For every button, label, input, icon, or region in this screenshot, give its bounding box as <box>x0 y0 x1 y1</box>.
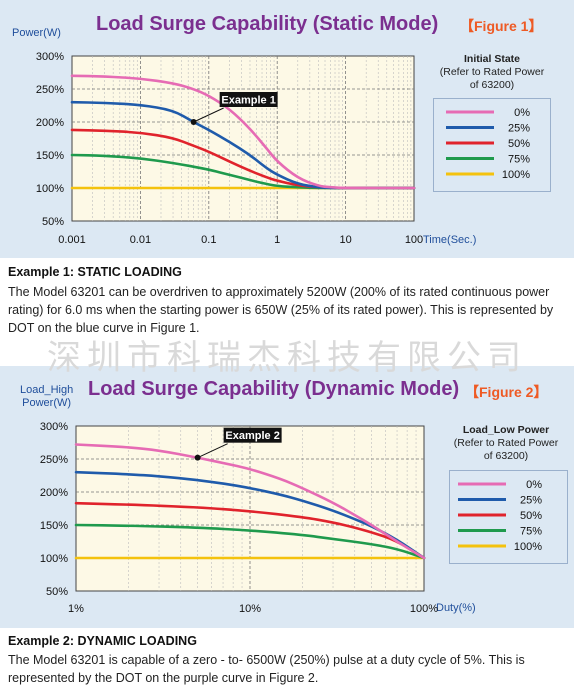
series-line-50pct <box>74 501 426 560</box>
legend-label: 25% <box>520 495 542 507</box>
figure-2-legend-title-rest: (Refer to Rated Power of 63200) <box>453 437 559 462</box>
annotation-label: Example 1 <box>221 95 275 107</box>
y-tick-label: 250% <box>40 454 68 466</box>
x-tick-label: 10 <box>339 234 351 246</box>
legend-label: 0% <box>514 107 530 119</box>
figure-2-legend-box <box>449 470 568 564</box>
annotation-dot <box>194 454 201 461</box>
chart-1: 0.001 0.01 0.1 1 10 100 50% 100% 150% 200% 250% 300… <box>36 51 530 246</box>
watermark-text: 深圳市科瑞杰科技有限公司 <box>47 338 527 378</box>
series-line-75pct <box>74 523 426 560</box>
legend-label: 100% <box>502 169 530 181</box>
legend-label: 50% <box>508 138 530 150</box>
x-tick-label: 1 <box>274 234 280 246</box>
figure-2-legend-title-bold: Load_Low Power <box>462 424 550 436</box>
series-line-0pct <box>74 443 426 560</box>
y-tick-label: 250% <box>36 84 64 96</box>
y-tick-label: 50% <box>46 586 68 598</box>
figure-1-label: 【Figure 1】 <box>460 18 543 34</box>
y-tick-label: 150% <box>36 150 64 162</box>
example-2-body: The Model 63201 is capable of a zero - t… <box>8 653 525 685</box>
example-2-heading: Example 2: DYNAMIC LOADING <box>8 634 197 648</box>
legend-label: 75% <box>520 526 542 538</box>
annotation-dot <box>190 119 197 125</box>
figure-2-ylabel: Load_High Power(W) <box>20 384 73 410</box>
x-tick-label: 10% <box>239 603 261 615</box>
x-tick-label: 0.01 <box>130 234 151 246</box>
figure-1-legend-title-rest: (Refer to Rated Power of 63200) <box>439 66 545 91</box>
figure-1-legend-title-bold: Initial State <box>463 53 520 65</box>
legend-label: 25% <box>508 123 530 135</box>
x-tick-label: 0.1 <box>201 234 216 246</box>
figure-1-ylabel: Power(W) <box>12 27 61 39</box>
figure-2-title: Load Surge Capability (Dynamic Mode) <box>88 378 460 400</box>
figure-1-xlabel: Time(Sec.) <box>423 234 477 246</box>
annotation-leader-line <box>193 107 224 123</box>
figure-1-title: Load Surge Capability (Static Mode) <box>96 13 439 35</box>
y-tick-label: 150% <box>40 520 68 532</box>
series-line-0pct <box>70 74 416 190</box>
x-tick-label: 100% <box>410 603 438 615</box>
figure-2-ylabel-line1: Load_High <box>20 384 74 396</box>
y-tick-label: 300% <box>36 51 64 63</box>
y-tick-label: 100% <box>36 183 64 195</box>
legend-label: 50% <box>520 510 542 522</box>
example-1-heading: Example 1: STATIC LOADING <box>8 265 182 279</box>
chart-2: 1% 10% 100% 50% 100% 150% 200% 250% 300% Example … <box>40 421 542 615</box>
y-tick-label: 200% <box>36 117 64 129</box>
x-tick-label: 1% <box>68 603 84 615</box>
annotation-label: Example 2 <box>225 430 279 442</box>
series-line-25pct <box>74 470 426 560</box>
annotation-box <box>219 92 278 107</box>
annotation-box <box>223 427 282 443</box>
x-tick-label: 100 <box>405 234 423 246</box>
annotation-leader-line <box>197 443 228 459</box>
legend-label: 0% <box>526 479 542 491</box>
figure-1-legend-title: Initial State (Refer to Rated Power of 6… <box>436 53 548 92</box>
y-tick-label: 100% <box>40 553 68 565</box>
figure-1-legend-box <box>433 98 551 192</box>
y-tick-label: 50% <box>42 216 64 228</box>
legend-label: 75% <box>508 154 530 166</box>
figure-2-ylabel-line2: Power(W) <box>22 397 72 409</box>
figure-2-label: 【Figure 2】 <box>465 384 548 400</box>
plot-area <box>71 55 415 222</box>
y-tick-label: 200% <box>40 487 68 499</box>
figure-2-xlabel: Duty(%) <box>436 602 476 614</box>
example-1-body: The Model 63201 can be overdriven to app… <box>8 285 554 335</box>
legend-label: 100% <box>514 541 542 553</box>
x-tick-label: 0.001 <box>58 234 86 246</box>
figure-2-legend-title: Load_Low Power (Refer to Rated Power of … <box>448 424 564 463</box>
y-tick-label: 300% <box>40 421 68 433</box>
